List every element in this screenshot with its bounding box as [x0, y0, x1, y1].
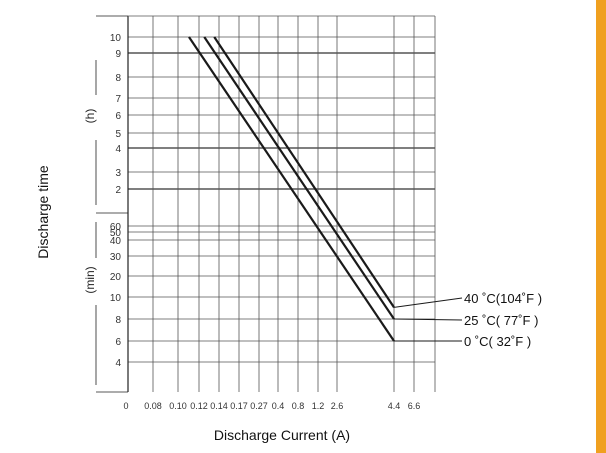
series-line — [213, 36, 395, 308]
x-tick-label: 0.27 — [250, 401, 268, 411]
x-tick-label: 0 — [123, 401, 128, 411]
series-line — [188, 36, 395, 342]
legend-leader — [393, 297, 463, 308]
accent-side-bar — [596, 0, 606, 453]
series-line — [203, 36, 395, 320]
legend: 40 ˚C(104˚F ) 25 ˚C( 77˚F ) 0 ˚C( 32˚F ) — [393, 291, 542, 349]
x-tick-label: 2.6 — [331, 401, 344, 411]
x-axis-title: Discharge Current (A) — [214, 427, 350, 443]
x-tick-label: 0.14 — [210, 401, 228, 411]
horizontal-gridlines — [128, 36, 435, 363]
y-tick-label-hours: 4 — [115, 144, 121, 155]
y-tick-label-minutes: 30 — [110, 252, 122, 263]
y-tick-label-minutes: 60 — [110, 222, 122, 233]
legend-label: 25 ˚C( 77˚F ) — [464, 313, 538, 328]
y-unit-hours: (h) — [83, 109, 97, 124]
y-tick-label-hours: 5 — [115, 129, 121, 140]
y-tick-label-minutes: 4 — [115, 358, 121, 369]
x-tick-label: 0.8 — [292, 401, 305, 411]
y-tick-label-hours: 6 — [115, 111, 121, 122]
x-tick-label: 0.17 — [230, 401, 248, 411]
y-tick-label-hours: 3 — [115, 168, 121, 179]
y-tick-label-hours: 9 — [115, 49, 121, 60]
y-tick-labels-hours: 10 9 8 7 6 5 4 3 2 — [110, 33, 122, 196]
plot-frame — [95, 15, 436, 393]
y-tick-label-minutes: 50 — [110, 228, 122, 239]
x-tick-label: 6.6 — [408, 401, 421, 411]
legend-leader — [393, 318, 463, 321]
y-tick-label-minutes: 8 — [115, 315, 121, 326]
y-tick-label-hours: 2 — [115, 185, 121, 196]
x-tick-label: 0.12 — [190, 401, 208, 411]
x-tick-label: 0.4 — [272, 401, 285, 411]
legend-label: 0 ˚C( 32˚F ) — [464, 334, 531, 349]
x-tick-label: 0.08 — [144, 401, 162, 411]
y-unit-minutes: (min) — [83, 266, 97, 293]
y-tick-label-minutes: 10 — [110, 293, 122, 304]
vertical-gridlines — [152, 16, 415, 392]
x-tick-label: 4.4 — [388, 401, 401, 411]
y-tick-label-minutes: 20 — [110, 272, 122, 283]
x-tick-label: 0.10 — [169, 401, 187, 411]
series-lines — [188, 36, 395, 342]
y-tick-label-minutes: 40 — [110, 236, 122, 247]
legend-label: 40 ˚C(104˚F ) — [464, 291, 542, 306]
x-tick-labels: 0 0.08 0.10 0.12 0.14 0.17 0.27 0.4 0.8 1.2 2.6 4.4… — [123, 401, 420, 411]
y-tick-label-hours: 8 — [115, 73, 121, 84]
y-tick-label-hours: 10 — [110, 33, 122, 44]
y-axis-title: Discharge time — [35, 165, 51, 259]
y-tick-label-hours: 7 — [115, 94, 121, 105]
y-tick-label-minutes: 6 — [115, 337, 121, 348]
x-tick-label: 1.2 — [312, 401, 325, 411]
